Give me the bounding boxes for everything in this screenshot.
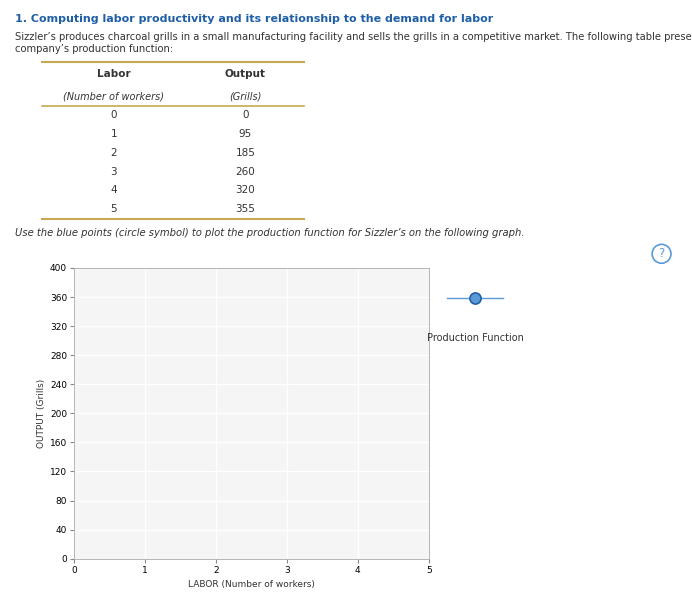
Text: (Number of workers): (Number of workers) — [64, 91, 164, 101]
Text: company’s production function:: company’s production function: — [15, 44, 174, 54]
Text: Sizzler’s produces charcoal grills in a small manufacturing facility and sells t: Sizzler’s produces charcoal grills in a … — [15, 32, 692, 42]
Text: Labor: Labor — [97, 69, 131, 79]
Text: 355: 355 — [235, 205, 255, 214]
Text: 3: 3 — [111, 166, 117, 177]
Y-axis label: OUTPUT (Grills): OUTPUT (Grills) — [37, 379, 46, 448]
Text: 260: 260 — [235, 166, 255, 177]
Text: 95: 95 — [239, 129, 252, 139]
Text: 2: 2 — [111, 148, 117, 158]
Text: 0: 0 — [242, 110, 248, 120]
Text: 5: 5 — [111, 205, 117, 214]
Text: Production Function: Production Function — [426, 333, 523, 342]
Text: 4: 4 — [111, 185, 117, 195]
Text: 185: 185 — [235, 148, 255, 158]
Text: 0: 0 — [111, 110, 117, 120]
Text: 320: 320 — [235, 185, 255, 195]
Text: ?: ? — [658, 247, 665, 261]
X-axis label: LABOR (Number of workers): LABOR (Number of workers) — [188, 580, 315, 590]
Text: Use the blue points (circle symbol) to plot the production function for Sizzler’: Use the blue points (circle symbol) to p… — [15, 228, 525, 238]
Text: Output: Output — [225, 69, 266, 79]
Text: 1. Computing labor productivity and its relationship to the demand for labor: 1. Computing labor productivity and its … — [15, 14, 493, 23]
Text: (Grills): (Grills) — [229, 91, 262, 101]
Text: 1: 1 — [111, 129, 117, 139]
